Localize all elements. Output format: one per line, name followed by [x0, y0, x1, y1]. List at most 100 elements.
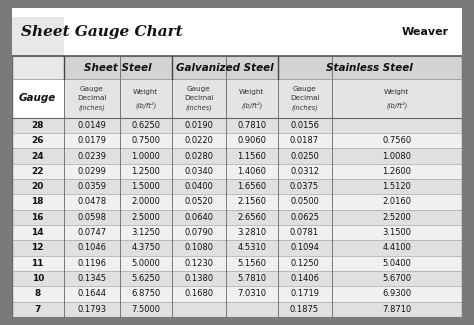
Text: 5.6700: 5.6700: [383, 274, 411, 283]
Bar: [12, 286, 462, 302]
Text: 7.0310: 7.0310: [237, 289, 266, 298]
Text: 4.3750: 4.3750: [131, 243, 160, 253]
Bar: [12, 8, 462, 56]
Text: 0.0149: 0.0149: [77, 121, 106, 130]
Text: 0.0156: 0.0156: [290, 121, 319, 130]
Text: 1.0000: 1.0000: [131, 151, 160, 161]
Text: Gauge: Gauge: [19, 93, 56, 103]
Text: Weight: Weight: [133, 89, 158, 95]
Bar: [12, 271, 462, 286]
Text: 0.0340: 0.0340: [184, 167, 213, 176]
Bar: [12, 133, 462, 149]
Text: 5.1560: 5.1560: [237, 259, 266, 268]
Text: (inches): (inches): [78, 105, 105, 111]
Text: Sheet Gauge Chart: Sheet Gauge Chart: [21, 25, 182, 39]
Text: 0.9060: 0.9060: [237, 136, 266, 145]
Text: 2.0000: 2.0000: [131, 198, 160, 206]
Text: Decimal: Decimal: [77, 96, 107, 101]
Text: 0.0359: 0.0359: [77, 182, 106, 191]
Text: 7: 7: [35, 305, 41, 314]
Text: 0.0520: 0.0520: [184, 198, 213, 206]
Bar: [12, 210, 462, 225]
Text: 0.0640: 0.0640: [184, 213, 213, 222]
Text: 0.1380: 0.1380: [184, 274, 213, 283]
Text: 0.1250: 0.1250: [290, 259, 319, 268]
Text: 0.1875: 0.1875: [290, 305, 319, 314]
Text: 3.1250: 3.1250: [131, 228, 160, 237]
Bar: [172, 79, 277, 118]
Text: 6.9300: 6.9300: [383, 289, 411, 298]
Text: 1.2600: 1.2600: [383, 167, 411, 176]
Text: 4.5310: 4.5310: [237, 243, 266, 253]
Bar: [12, 240, 462, 255]
Text: 1.1560: 1.1560: [237, 151, 266, 161]
Text: 2.6560: 2.6560: [237, 213, 266, 222]
Text: 0.1046: 0.1046: [77, 243, 106, 253]
Bar: [277, 56, 462, 79]
Text: 0.0478: 0.0478: [77, 198, 106, 206]
Text: 0.1080: 0.1080: [184, 243, 213, 253]
Text: 0.0179: 0.0179: [77, 136, 106, 145]
Bar: [12, 302, 462, 317]
Text: 14: 14: [31, 228, 44, 237]
Text: 5.7810: 5.7810: [237, 274, 266, 283]
Text: 0.0187: 0.0187: [290, 136, 319, 145]
Text: 16: 16: [31, 213, 44, 222]
Bar: [12, 149, 462, 164]
Text: 0.6250: 0.6250: [131, 121, 160, 130]
Text: 0.1680: 0.1680: [184, 289, 213, 298]
Text: 0.1196: 0.1196: [77, 259, 106, 268]
Text: 1.5000: 1.5000: [131, 182, 160, 191]
Text: 0.0400: 0.0400: [184, 182, 213, 191]
Text: 5.0000: 5.0000: [131, 259, 160, 268]
Text: 0.7500: 0.7500: [131, 136, 160, 145]
Bar: [12, 118, 462, 133]
Text: 0.0781: 0.0781: [290, 228, 319, 237]
Bar: [12, 179, 462, 194]
Text: 3.1500: 3.1500: [383, 228, 411, 237]
Text: Gauge: Gauge: [80, 86, 104, 92]
Text: 1.6560: 1.6560: [237, 182, 266, 191]
Text: 0.0312: 0.0312: [290, 167, 319, 176]
Text: 11: 11: [31, 259, 44, 268]
Text: 1.4060: 1.4060: [237, 167, 266, 176]
Text: 0.0790: 0.0790: [184, 228, 213, 237]
Bar: [12, 194, 462, 210]
Text: 1.5120: 1.5120: [383, 182, 411, 191]
Bar: [12, 17, 64, 79]
Text: 2.5000: 2.5000: [131, 213, 160, 222]
Text: 10: 10: [32, 274, 44, 283]
Text: 0.0220: 0.0220: [184, 136, 213, 145]
Text: 5.6250: 5.6250: [131, 274, 160, 283]
Text: 0.0190: 0.0190: [184, 121, 213, 130]
Text: 24: 24: [31, 151, 44, 161]
Text: Gauge: Gauge: [292, 86, 317, 92]
Text: Decimal: Decimal: [290, 96, 319, 101]
Bar: [64, 56, 172, 79]
Text: 0.7810: 0.7810: [237, 121, 266, 130]
Text: 0.0598: 0.0598: [77, 213, 106, 222]
Text: 20: 20: [32, 182, 44, 191]
Text: 3.2810: 3.2810: [237, 228, 266, 237]
Text: 8: 8: [35, 289, 41, 298]
Text: 0.1719: 0.1719: [290, 289, 319, 298]
Text: 0.1345: 0.1345: [77, 274, 106, 283]
Text: 0.0250: 0.0250: [290, 151, 319, 161]
Text: 0.7560: 0.7560: [383, 136, 411, 145]
Text: Stainless Steel: Stainless Steel: [327, 62, 413, 72]
Text: Weaver: Weaver: [401, 27, 448, 37]
Text: (inches): (inches): [291, 105, 318, 111]
Text: Decimal: Decimal: [184, 96, 213, 101]
Text: Weight: Weight: [384, 89, 410, 95]
Text: 0.1406: 0.1406: [290, 274, 319, 283]
Text: 0.0625: 0.0625: [290, 213, 319, 222]
Text: 0.1793: 0.1793: [77, 305, 106, 314]
Text: 0.0747: 0.0747: [77, 228, 106, 237]
Text: (lb/ft²): (lb/ft²): [135, 101, 156, 109]
Text: 0.0280: 0.0280: [184, 151, 213, 161]
Text: 2.0160: 2.0160: [383, 198, 411, 206]
Text: 6.8750: 6.8750: [131, 289, 160, 298]
Bar: [12, 164, 462, 179]
Bar: [277, 79, 462, 118]
Text: 0.1644: 0.1644: [77, 289, 106, 298]
